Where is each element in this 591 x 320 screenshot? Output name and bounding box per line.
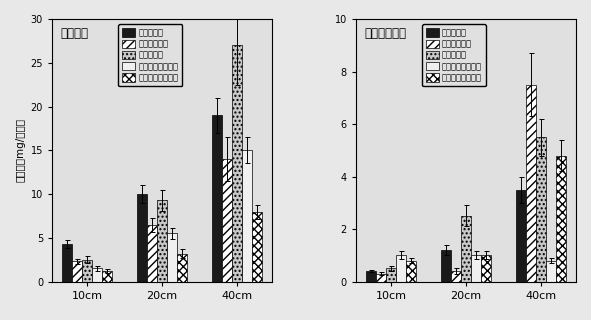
- Bar: [147, 225, 157, 282]
- Bar: [62, 244, 72, 282]
- Bar: [157, 200, 167, 282]
- Bar: [232, 45, 242, 282]
- Bar: [481, 255, 491, 282]
- Bar: [82, 260, 92, 282]
- Bar: [441, 250, 451, 282]
- Bar: [137, 194, 147, 282]
- Bar: [451, 271, 461, 282]
- Bar: [406, 260, 416, 282]
- Bar: [177, 253, 187, 282]
- Bar: [222, 159, 232, 282]
- Bar: [546, 260, 556, 282]
- Bar: [536, 137, 546, 282]
- Bar: [72, 261, 82, 282]
- Bar: [167, 234, 177, 282]
- Bar: [461, 216, 471, 282]
- Bar: [92, 268, 102, 282]
- Text: 収穫後７日目: 収穫後７日目: [365, 27, 407, 40]
- Bar: [366, 271, 376, 282]
- Bar: [386, 268, 396, 282]
- Legend: グルコース, フルクトース, スクロース, メチルグルコシド, ミオイノシトール: グルコース, フルクトース, スクロース, メチルグルコシド, ミオイノシトール: [118, 24, 182, 86]
- Bar: [102, 271, 112, 282]
- Bar: [556, 156, 566, 282]
- Y-axis label: 糖含量（mg/茎節）: 糖含量（mg/茎節）: [15, 118, 25, 182]
- Bar: [516, 190, 526, 282]
- Text: 収穫当日: 収穫当日: [61, 27, 89, 40]
- Legend: グルコース, フルクトース, スクロース, メチルグルコシド, ミオイノシトール: グルコース, フルクトース, スクロース, メチルグルコシド, ミオイノシトール: [422, 24, 486, 86]
- Bar: [212, 115, 222, 282]
- Bar: [471, 255, 481, 282]
- Bar: [252, 212, 262, 282]
- Bar: [396, 255, 406, 282]
- Bar: [242, 150, 252, 282]
- Bar: [526, 85, 536, 282]
- Bar: [376, 274, 386, 282]
